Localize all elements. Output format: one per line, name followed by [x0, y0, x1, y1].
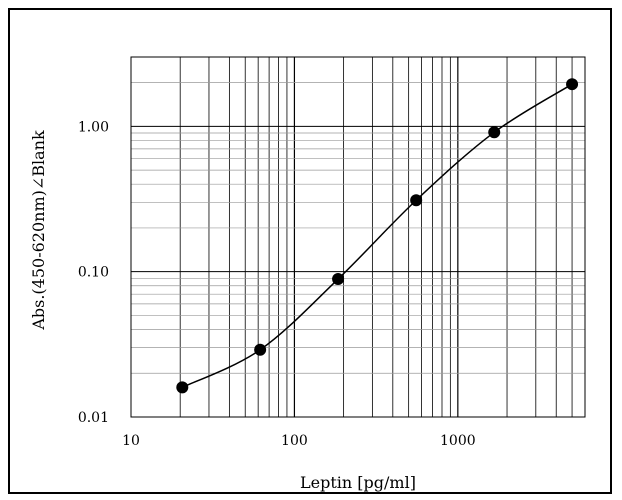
- plot-area-border: [130, 56, 586, 418]
- x-tick-label: 10: [122, 433, 140, 449]
- data-points: [176, 78, 579, 394]
- chart-frame: [8, 8, 612, 494]
- x-tick-label: 1000: [440, 433, 476, 449]
- grid-lines: [131, 57, 585, 417]
- data-point: [332, 273, 345, 286]
- x-tick-label: 100: [281, 433, 308, 449]
- data-point: [176, 381, 189, 394]
- y-axis-title: Abs.(450-620nm)∠Blank: [29, 130, 48, 331]
- data-point: [410, 194, 423, 207]
- x-axis-title: Leptin [pg/ml]: [300, 473, 416, 492]
- data-point: [488, 126, 501, 139]
- y-tick-label: 0.10: [78, 265, 109, 281]
- data-point: [566, 78, 579, 91]
- y-tick-labels: 0.01 0.10 1.00: [78, 119, 109, 426]
- x-tick-labels: 10 100 1000: [122, 433, 476, 449]
- y-tick-label: 1.00: [78, 119, 109, 135]
- fit-curve: [181, 83, 573, 389]
- y-tick-label: 0.01: [78, 410, 109, 426]
- data-point: [254, 343, 267, 356]
